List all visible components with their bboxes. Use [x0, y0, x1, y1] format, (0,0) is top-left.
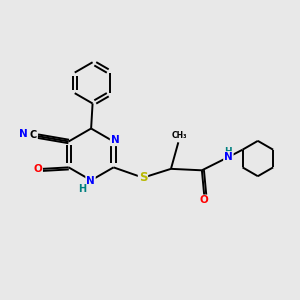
Text: N: N: [224, 152, 233, 162]
Text: O: O: [200, 195, 208, 205]
Text: N: N: [19, 129, 27, 140]
Text: O: O: [33, 164, 42, 174]
Text: H: H: [78, 184, 86, 194]
Text: C: C: [30, 130, 37, 140]
Text: N: N: [111, 135, 119, 145]
Text: CH₃: CH₃: [172, 131, 187, 140]
Text: N: N: [86, 176, 95, 186]
Text: H: H: [225, 147, 232, 156]
Text: S: S: [139, 171, 147, 184]
